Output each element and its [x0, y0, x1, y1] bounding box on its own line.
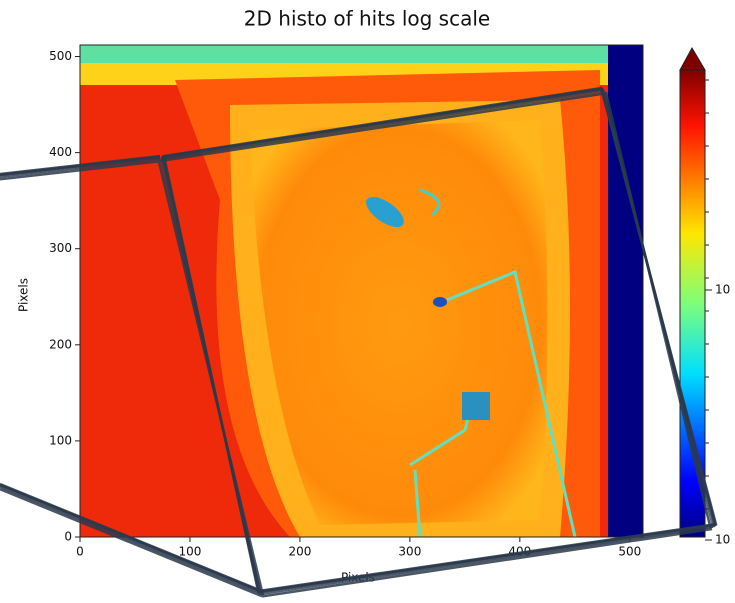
- chart-title: 2D histo of hits log scale: [244, 7, 490, 31]
- y-axis-label: Pixels: [17, 278, 31, 312]
- heatmap-image: [80, 45, 643, 537]
- y-tick-label: 400: [49, 145, 72, 159]
- chart: 2D histo of hits log scale Pixels Pixels…: [0, 0, 735, 603]
- y-tick-label: 100: [49, 433, 72, 447]
- x-tick-label: 0: [76, 545, 84, 559]
- x-tick-label: 200: [288, 545, 311, 559]
- y-tick-label: 500: [49, 49, 72, 63]
- x-tick-label: 500: [618, 545, 641, 559]
- colorbar-tick-label: 10: [715, 283, 730, 297]
- y-tick-label: 0: [64, 530, 72, 544]
- y-tick-label: 200: [49, 337, 72, 351]
- y-tick-label: 300: [49, 241, 72, 255]
- colorbar-tick-label: 10: [715, 533, 730, 547]
- x-tick-label: 100: [179, 545, 202, 559]
- x-tick-label: 300: [398, 545, 421, 559]
